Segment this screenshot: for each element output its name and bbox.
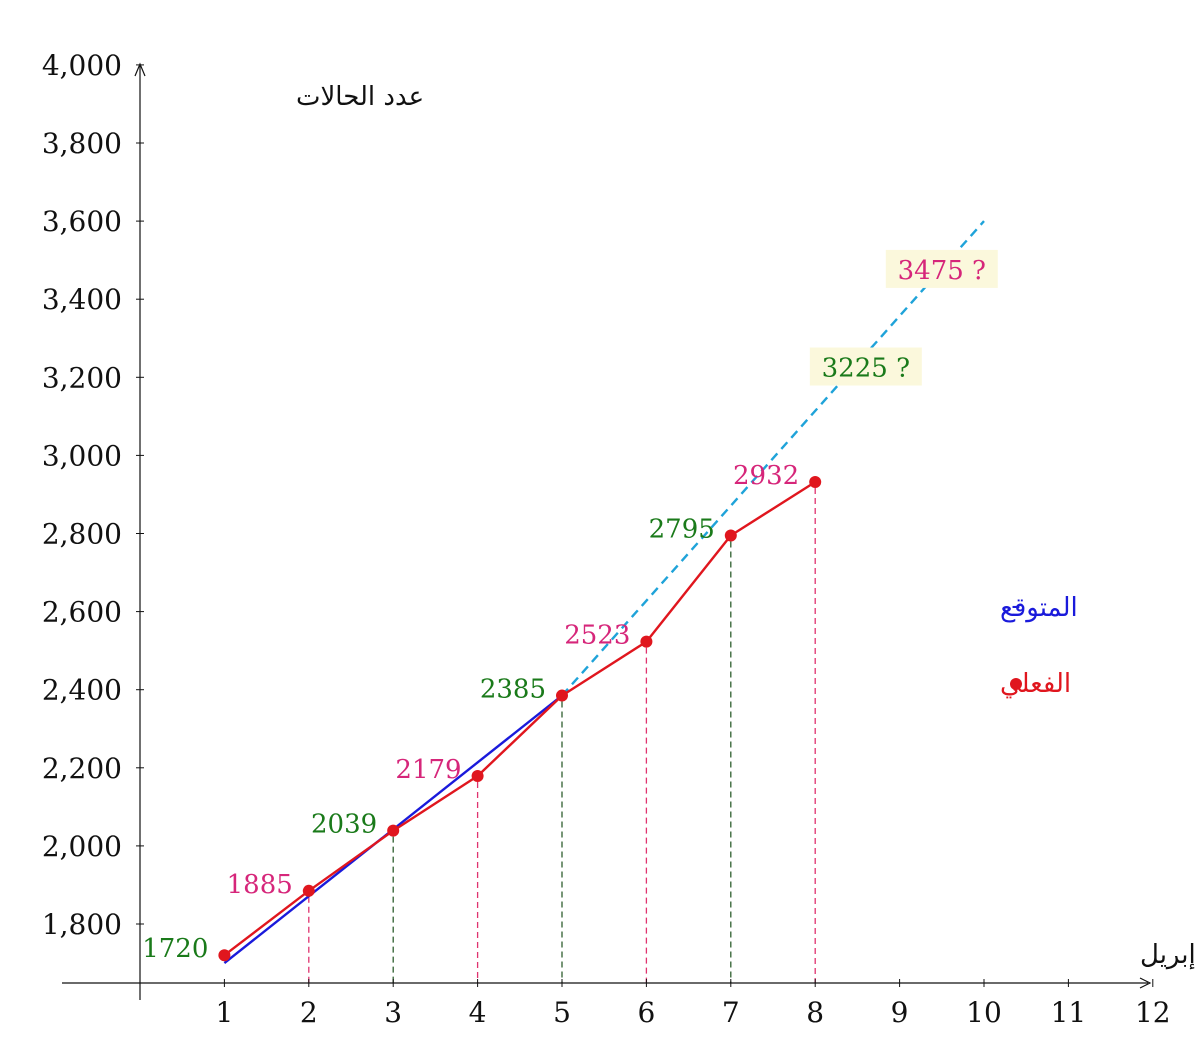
data-label: 2039 <box>311 810 377 840</box>
x-tick-label: 11 <box>1051 996 1087 1029</box>
y-tick-label: 1,800 <box>42 908 122 941</box>
y-tick-label: 3,000 <box>42 439 122 472</box>
data-label: 2795 <box>649 514 715 544</box>
data-label: 1885 <box>227 870 293 900</box>
y-tick-label: 2,400 <box>42 674 122 707</box>
x-axis-title: إبريل <box>1140 940 1196 970</box>
data-label: 2932 <box>733 461 799 491</box>
y-tick-label: 2,000 <box>42 830 122 863</box>
annotation-text: 3225 ? <box>822 354 910 384</box>
y-tick-label: 2,200 <box>42 752 122 785</box>
x-tick-label: 5 <box>553 996 571 1029</box>
axes <box>62 62 1152 1000</box>
annotation-box <box>809 347 922 386</box>
annotations: 3225 ? 3475 ? <box>809 249 998 386</box>
data-label: 2385 <box>480 675 546 705</box>
legend-marker-dash: - <box>1011 591 1020 621</box>
actual-point <box>556 689 568 702</box>
actual-point <box>809 475 822 488</box>
actual-point <box>302 884 315 897</box>
actual-line <box>223 480 816 957</box>
legend-marker-dot <box>1010 678 1022 690</box>
x-tick-label: 9 <box>891 996 909 1029</box>
y-axis-title: عدد الحالات <box>296 82 424 112</box>
x-axis-arrow <box>1139 977 1152 989</box>
y-tick-label: 3,800 <box>42 127 122 160</box>
y-tick-label: 3,400 <box>42 283 122 316</box>
annotation-text: 3475 ? <box>898 256 986 286</box>
y-tick-label: 2,600 <box>42 596 122 629</box>
x-tick-label: 4 <box>469 996 487 1029</box>
data-label: 2179 <box>395 755 461 785</box>
tick-marks: 1 2 3 4 5 6 7 8 9 10 11 121,8002,0002,2002,4002,600… <box>42 49 1171 1029</box>
actual-point <box>471 770 484 783</box>
x-tick-label: 3 <box>384 996 402 1029</box>
y-axis-arrow <box>134 62 146 77</box>
data-labels: 1720 1885 2039 2179 2385 2523 2795 2932 <box>142 461 799 964</box>
y-tick-label: 2,800 <box>42 518 122 551</box>
y-tick-label: 3,200 <box>42 361 122 394</box>
x-tick-label: 2 <box>300 996 318 1029</box>
drop-lines <box>308 487 816 983</box>
data-label: 1720 <box>142 934 208 964</box>
y-tick-label: 3,600 <box>42 205 122 238</box>
actual-point <box>640 635 653 648</box>
actual-point <box>724 529 737 542</box>
actual-point <box>387 824 400 837</box>
data-label: 2523 <box>564 621 630 651</box>
x-tick-label: 8 <box>806 996 824 1029</box>
projection-line <box>561 220 985 697</box>
actual-point <box>218 949 231 962</box>
legend-label: المتوقع <box>1000 593 1078 623</box>
data-points <box>218 475 822 962</box>
y-tick-label: 4,000 <box>42 49 122 82</box>
x-tick-label: 6 <box>637 996 655 1029</box>
legend: المتوقع-الفعلي <box>1000 591 1078 699</box>
x-tick-label: 10 <box>966 996 1002 1029</box>
series-lines <box>223 220 985 964</box>
x-tick-label: 12 <box>1135 996 1171 1029</box>
x-tick-label: 1 <box>215 996 233 1029</box>
annotation-box <box>885 249 998 288</box>
x-tick-label: 7 <box>722 996 740 1029</box>
